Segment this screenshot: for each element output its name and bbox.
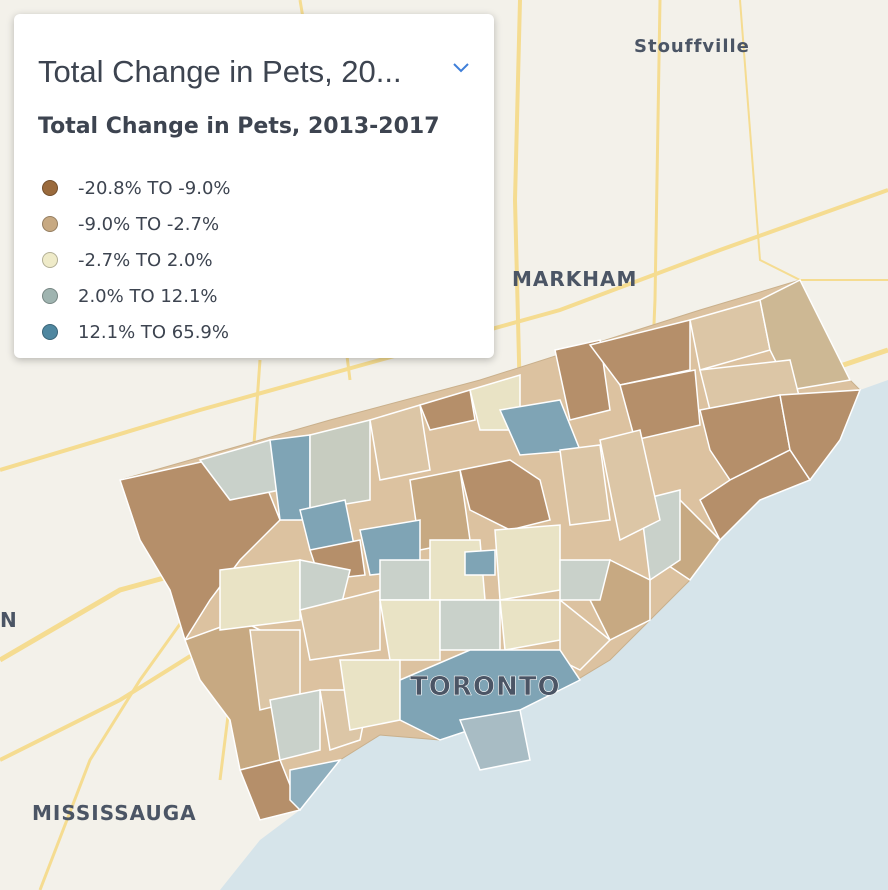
legend-item: 12.1% TO 65.9% — [42, 314, 231, 350]
layer-dropdown-title: Total Change in Pets, 20... — [38, 54, 402, 89]
legend-panel: Total Change in Pets, 20... Total Change… — [14, 14, 494, 358]
lake-ontario — [220, 380, 888, 890]
legend-label: -9.0% TO -2.7% — [78, 213, 220, 235]
label-toronto: TORONTO — [410, 672, 561, 702]
legend-label: -20.8% TO -9.0% — [78, 177, 231, 199]
legend-swatch — [42, 324, 58, 340]
legend-list: -20.8% TO -9.0% -9.0% TO -2.7% -2.7% TO 2.… — [42, 170, 231, 350]
legend-label: 12.1% TO 65.9% — [78, 321, 229, 343]
layer-dropdown[interactable]: Total Change in Pets, 20... — [38, 54, 478, 94]
label-mississauga: MISSISSAUGA — [32, 801, 197, 825]
label-edge-n: N — [0, 608, 18, 632]
legend-swatch — [42, 288, 58, 304]
chevron-down-icon[interactable] — [450, 56, 472, 78]
legend-item: -2.7% TO 2.0% — [42, 242, 231, 278]
legend-swatch — [42, 216, 58, 232]
legend-item: -20.8% TO -9.0% — [42, 170, 231, 206]
legend-item: -9.0% TO -2.7% — [42, 206, 231, 242]
label-markham: MARKHAM — [512, 267, 637, 291]
legend-swatch — [42, 180, 58, 196]
legend-swatch — [42, 252, 58, 268]
choropleth-regions — [119, 278, 862, 821]
legend-title: Total Change in Pets, 2013-2017 — [38, 114, 440, 139]
legend-label: 2.0% TO 12.1% — [78, 285, 218, 307]
label-stouffville: Stouffville — [634, 36, 750, 57]
legend-label: -2.7% TO 2.0% — [78, 249, 213, 271]
legend-item: 2.0% TO 12.1% — [42, 278, 231, 314]
